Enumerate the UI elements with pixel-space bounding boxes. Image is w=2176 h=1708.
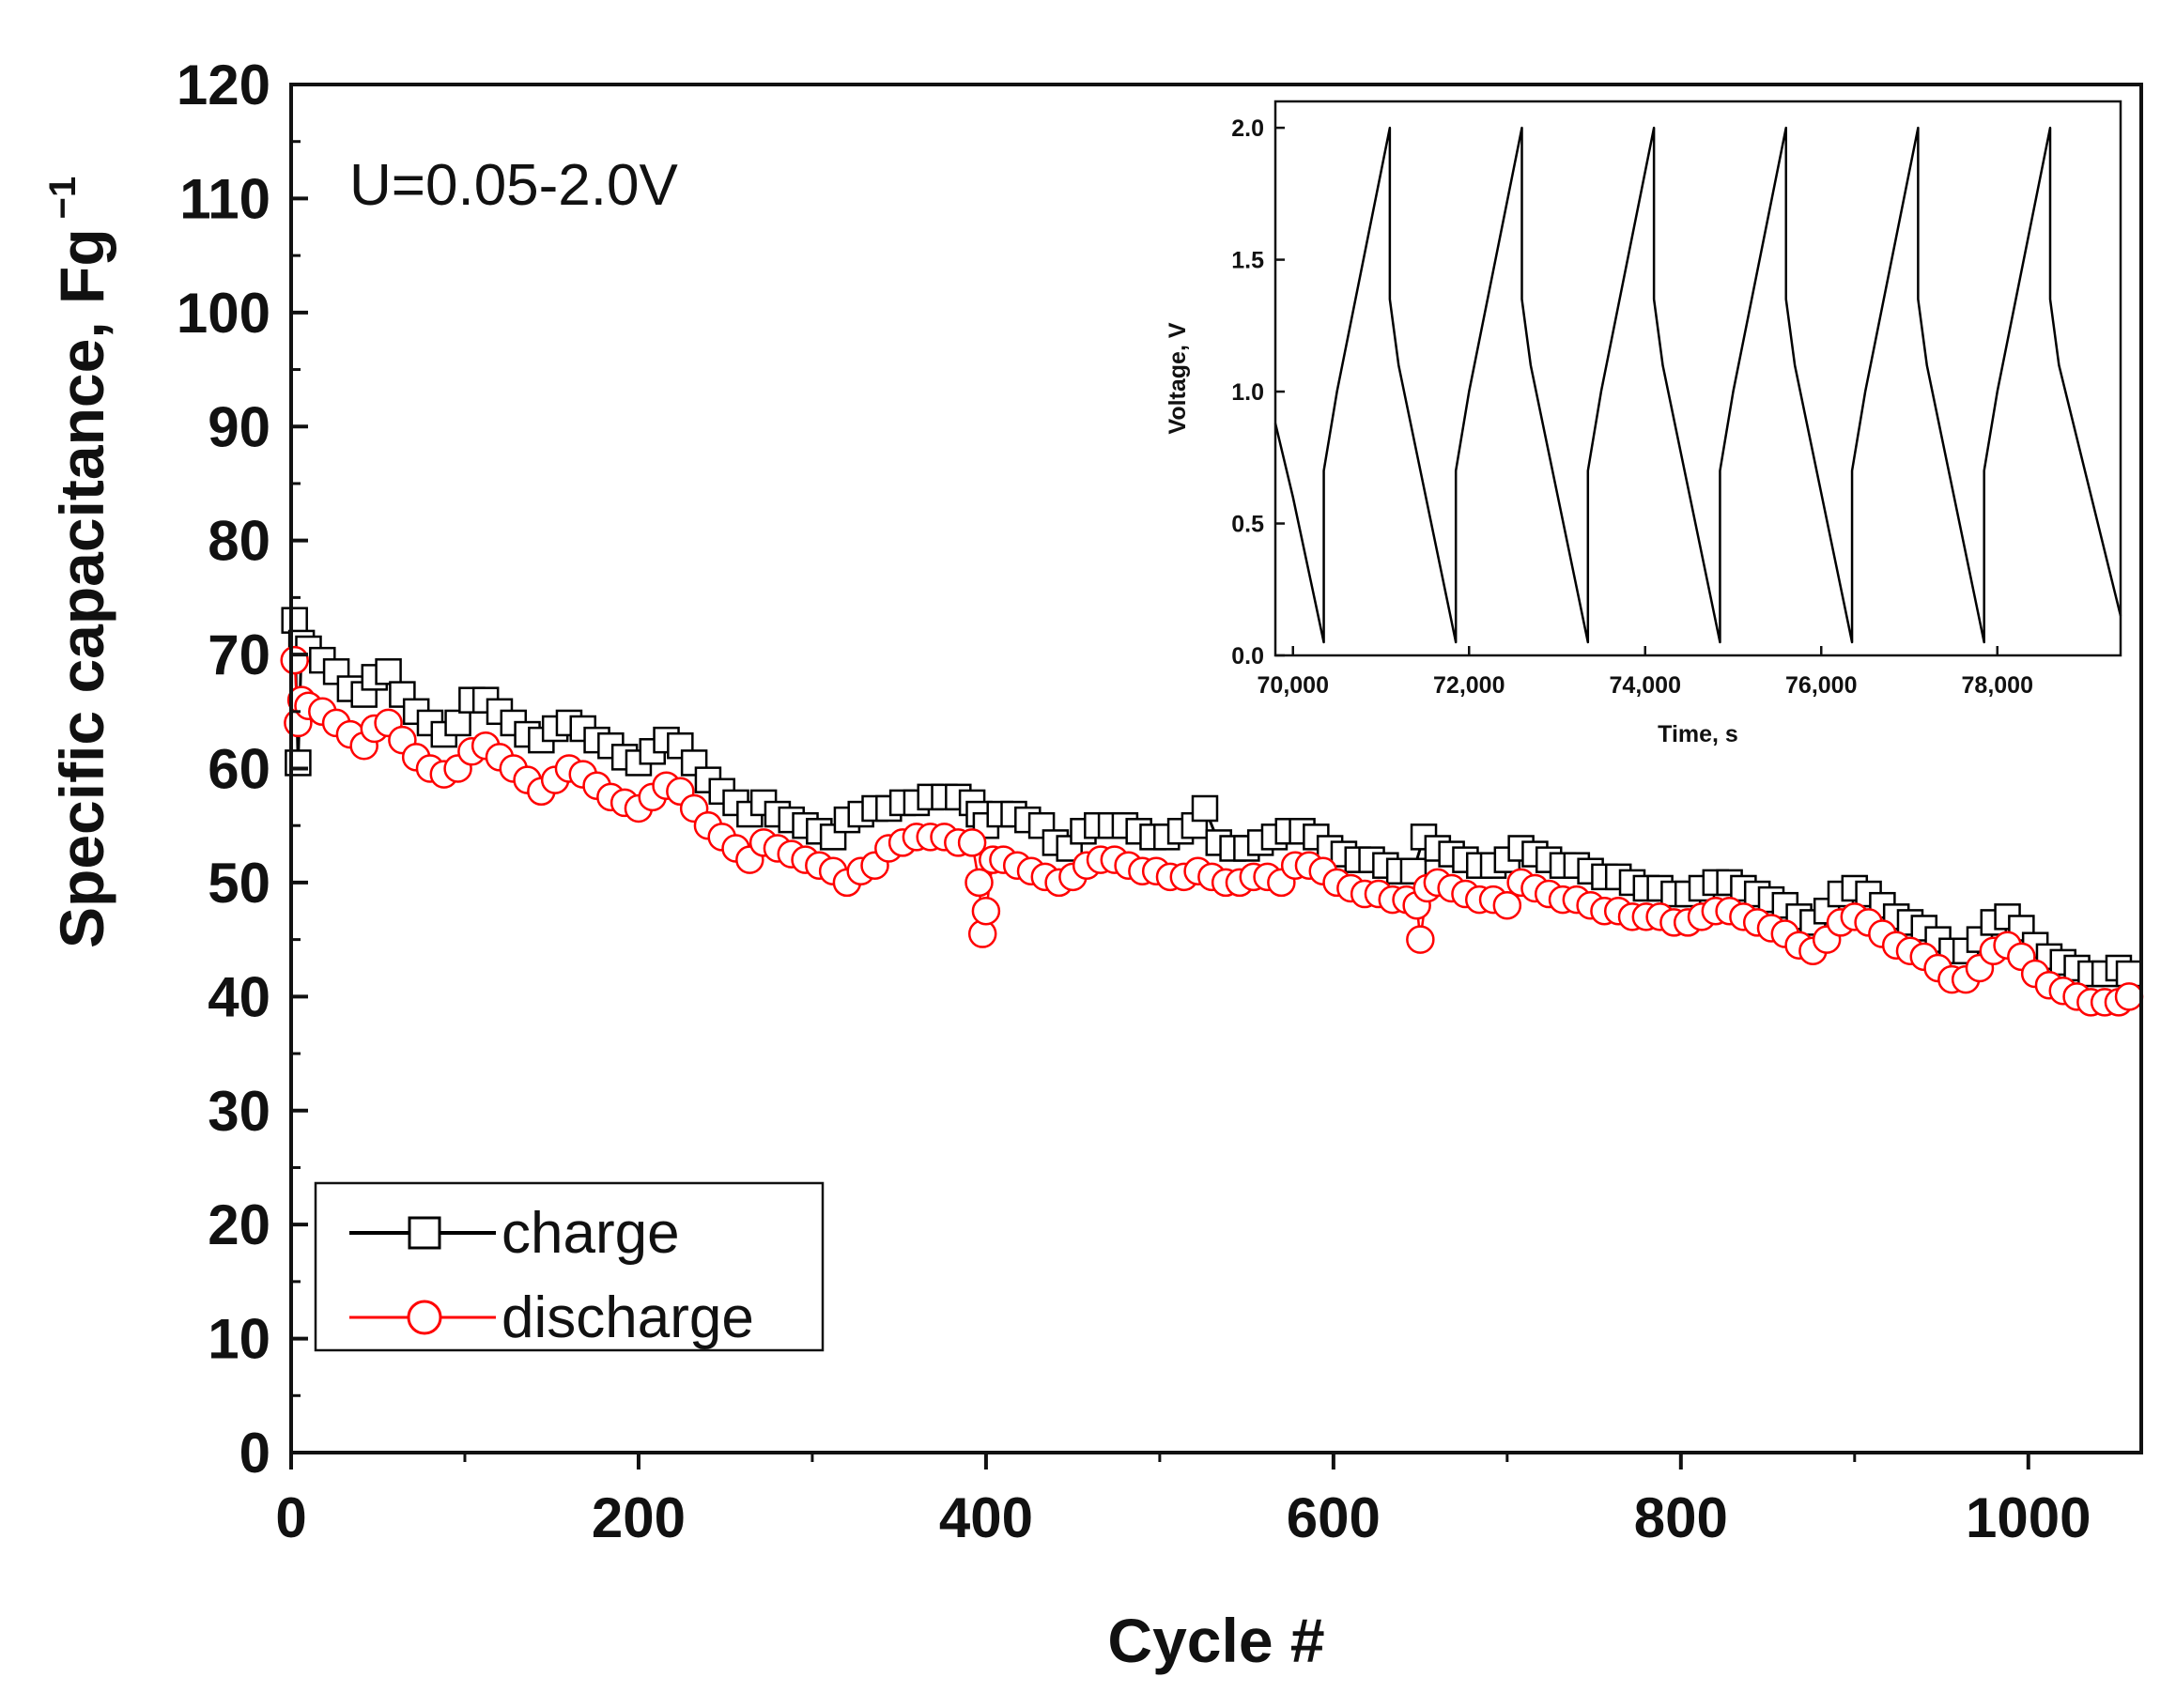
main-y-tick-label: 30 (208, 1080, 270, 1143)
inset-y-tick-label: 2.0 (1231, 115, 1264, 142)
main-x-tick-label: 1000 (1966, 1486, 2091, 1549)
inset-voltage-line (1273, 126, 2122, 644)
inset-axis-ticks (1275, 126, 1999, 657)
main-y-tick-label: 80 (208, 510, 270, 573)
inset-x-axis-title: Time, s (1658, 721, 1738, 747)
legend-discharge-label: discharge (502, 1285, 754, 1350)
x-axis-title: Cycle # (1107, 1606, 1324, 1675)
discharge-point (2114, 982, 2144, 1011)
charge-point (375, 658, 402, 685)
discharge-point (971, 897, 1001, 926)
legend-charge-label: charge (502, 1201, 680, 1266)
charge-point (1399, 857, 1428, 885)
inset-plot-frame (1273, 100, 2122, 657)
main-y-tick-label: 60 (208, 738, 270, 801)
inset-background (1275, 101, 2121, 655)
main-x-tick-labels: 0 200 400 600 800 1000 (275, 1486, 2091, 1549)
main-x-tick-label: 0 (275, 1486, 306, 1549)
main-x-tick-label: 600 (1287, 1486, 1381, 1549)
legend: charge discharge (314, 1181, 825, 1352)
inset-y-tick-label: 0.0 (1231, 643, 1264, 669)
main-y-tick-label: 10 (208, 1308, 270, 1371)
main-axis-ticks (289, 83, 2030, 1469)
main-y-tick-labels: 0 10 20 30 40 50 60 70 80 90 100 110 120 (177, 54, 270, 1485)
legend-box (314, 1181, 825, 1352)
legend-charge-marker (408, 1216, 441, 1250)
main-y-tick-label: 120 (177, 54, 270, 116)
inset-x-tick-label: 76,000 (1785, 672, 1857, 699)
inset-x-tick-label: 72,000 (1433, 672, 1505, 699)
discharge-point (280, 645, 309, 675)
inset-plot: 0.0 0.5 1.0 1.5 2.0 70,000 72,000 74,000 76,000… (1165, 100, 2122, 747)
inset-x-tick-label: 70,000 (1258, 672, 1329, 699)
charge-point (444, 709, 471, 737)
legend-discharge-marker (407, 1300, 442, 1335)
inset-y-tick-label: 1.5 (1231, 248, 1264, 274)
discharge-point (1406, 925, 1435, 954)
y-axis-title: Specific capacitance, Fg −1 (42, 177, 116, 948)
main-y-tick-label: 50 (208, 852, 270, 915)
charge-point (389, 681, 416, 708)
discharge-point (1492, 890, 1522, 920)
inset-x-tick-labels: 70,000 72,000 74,000 76,000 78,000 (1258, 672, 2033, 699)
main-y-tick-label: 20 (208, 1193, 270, 1256)
y-axis-title-superscript: −1 (42, 177, 84, 220)
main-y-tick-label: 100 (177, 282, 270, 345)
charge-series (281, 607, 2143, 988)
main-y-tick-label: 90 (208, 395, 270, 458)
charge-point (1191, 794, 1219, 823)
voltage-range-annotation: U=0.05-2.0V (349, 153, 678, 218)
inset-y-tick-label: 1.0 (1231, 379, 1264, 406)
inset-x-tick-label: 78,000 (1962, 672, 2033, 699)
discharge-series (280, 645, 2144, 1017)
main-y-tick-label: 40 (208, 965, 270, 1028)
main-x-tick-label: 200 (592, 1486, 686, 1549)
main-y-tick-label: 0 (239, 1422, 270, 1485)
discharge-point (965, 868, 994, 898)
main-x-tick-label: 400 (939, 1486, 1033, 1549)
main-plot: 0 10 20 30 40 50 60 70 80 90 100 110 120 0 200 400 600 8… (42, 54, 2144, 1675)
inset-x-tick-label: 74,000 (1610, 672, 1681, 699)
inset-y-tick-labels: 0.0 0.5 1.0 1.5 2.0 (1231, 115, 1264, 669)
inset-y-axis-title: Voltage, V (1165, 322, 1191, 434)
main-y-tick-label: 70 (208, 623, 270, 686)
main-x-tick-label: 800 (1634, 1486, 1728, 1549)
discharge-point (957, 828, 987, 857)
inset-y-tick-label: 0.5 (1231, 512, 1264, 538)
y-axis-title-main: Specific capacitance, Fg (47, 228, 116, 948)
main-y-tick-label: 110 (179, 167, 270, 230)
charge-point (281, 607, 308, 634)
